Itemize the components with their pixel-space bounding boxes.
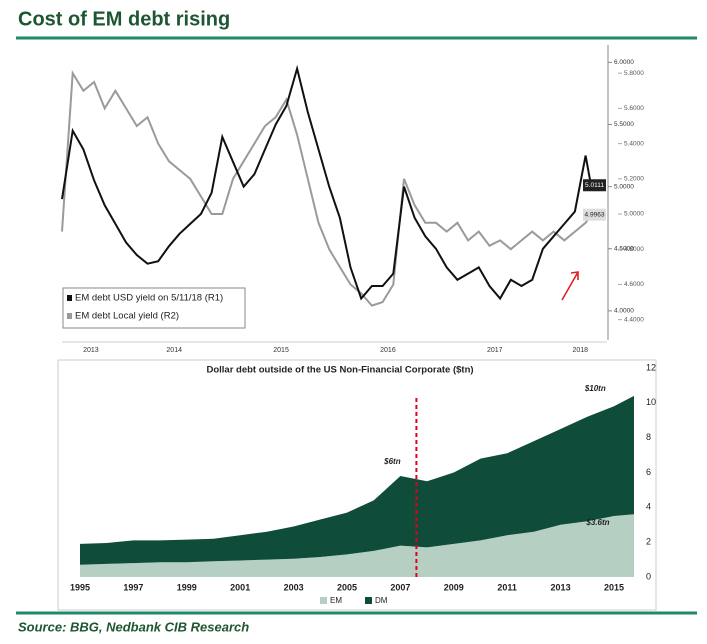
annotation: $10tn — [584, 384, 606, 393]
value-label: 5.0111 — [585, 182, 604, 189]
x-tick-label: 2001 — [230, 582, 250, 592]
legend-swatch — [67, 313, 72, 319]
line-series — [61, 64, 592, 301]
source-note: Source: BBG, Nedbank CIB Research — [18, 619, 249, 634]
y-tick-label: 5.0000 — [614, 183, 634, 190]
legend-swatch — [365, 597, 372, 604]
x-tick-label: 2013 — [551, 582, 571, 592]
x-tick-label: 2007 — [390, 582, 410, 592]
y2-tick-label: 5.2000 — [624, 176, 644, 183]
y2-tick-label: 4.6000 — [624, 281, 644, 288]
y2-tick-label: 4.4000 — [624, 316, 644, 323]
value-box — [583, 208, 606, 221]
x-tick-label: 1997 — [123, 582, 143, 592]
x-tick-label: 2011 — [497, 582, 517, 592]
y-tick-label: 6 — [646, 467, 651, 477]
y-tick-label: 12 — [646, 362, 656, 372]
y-tick-label: 5.5000 — [614, 121, 634, 128]
value-box — [583, 179, 606, 192]
x-tick-label: 2016 — [380, 347, 396, 354]
legend-label: EM — [330, 596, 342, 605]
x-tick-label: 2013 — [83, 347, 99, 354]
y-tick-label: 6.0000 — [614, 59, 634, 66]
legend-label: EM debt Local yield (R2) — [75, 311, 179, 322]
y-tick-label: 4.5000 — [614, 245, 634, 252]
y-tick-label: 0 — [646, 571, 651, 581]
y2-tick-label: 5.4000 — [624, 140, 644, 147]
annotation: $6tn — [383, 457, 401, 466]
x-tick-label: 2017 — [487, 347, 503, 354]
x-tick-label: 2005 — [337, 582, 357, 592]
x-tick-label: 1995 — [70, 582, 90, 592]
arrow — [561, 271, 579, 301]
y-tick-label: 2 — [646, 537, 651, 547]
legend-swatch — [67, 295, 72, 301]
x-tick-label: 2003 — [284, 582, 304, 592]
legend-label: DM — [375, 596, 388, 605]
x-tick-label: 2015 — [604, 582, 624, 592]
area-series — [80, 514, 634, 577]
page-title: Cost of EM debt rising — [18, 8, 230, 30]
y-tick-label: 4.0000 — [614, 308, 634, 315]
area-series — [80, 395, 634, 565]
y-tick-label: 4 — [646, 502, 651, 512]
y2-tick-label: 5.8000 — [624, 70, 644, 77]
x-tick-label: 2009 — [444, 582, 464, 592]
x-tick-label: 2015 — [273, 347, 289, 354]
y2-tick-label: 5.0000 — [624, 211, 644, 218]
x-tick-label: 1999 — [177, 582, 197, 592]
y2-tick-label: 5.6000 — [624, 105, 644, 112]
legend-box — [62, 287, 246, 329]
line-series — [61, 69, 592, 307]
y2-tick-label: 4.8000 — [624, 246, 644, 253]
legend-label: EM debt USD yield on 5/11/18 (R1) — [75, 293, 223, 304]
value-label: 4.9963 — [585, 211, 605, 218]
chart-title: Dollar debt outside of the US Non-Financ… — [206, 365, 473, 376]
y-tick-label: 10 — [646, 397, 656, 407]
annotation: $3.6tn — [585, 518, 609, 527]
y-tick-label: 8 — [646, 432, 651, 442]
x-tick-label: 2018 — [572, 347, 588, 354]
x-tick-label: 2014 — [166, 347, 182, 354]
legend-swatch — [320, 597, 327, 604]
